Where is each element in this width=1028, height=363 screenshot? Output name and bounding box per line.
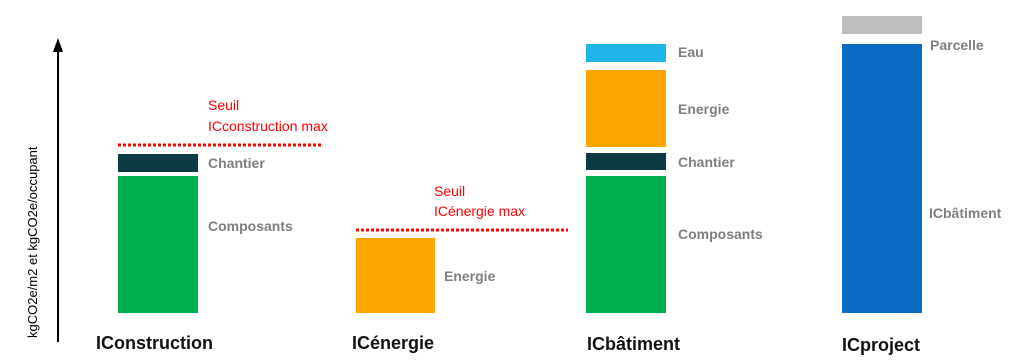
bar-icbatiment-eau (586, 44, 666, 62)
label-icbatiment-eau: Eau (678, 44, 704, 60)
threshold-label-icenergie-line2: ICénergie max (434, 203, 525, 219)
top-strip (0, 0, 1028, 10)
label-icbatiment-chantier: Chantier (678, 154, 735, 170)
label-iconstruction-composants: Composants (208, 218, 293, 234)
group-iconstruction: Seuil ICconstruction max Chantier Compos… (96, 97, 328, 353)
bar-icproject-icbatiment (842, 44, 922, 313)
title-icproject: ICproject (842, 335, 920, 355)
bar-icbatiment-composants (586, 176, 666, 313)
bar-iconstruction-composants (118, 176, 198, 313)
group-icbatiment: Eau Energie Chantier Composants ICbâtime… (586, 44, 763, 354)
label-iconstruction-chantier: Chantier (208, 155, 265, 171)
label-icbatiment-energie: Energie (678, 101, 730, 117)
title-iconstruction: IConstruction (96, 333, 213, 353)
label-icproject-parcelle: Parcelle (930, 37, 984, 53)
bar-icproject-parcelle (842, 16, 922, 34)
bar-icbatiment-energie (586, 70, 666, 147)
threshold-label-iconstruction-line2: ICconstruction max (208, 118, 328, 134)
title-icenergie: ICénergie (352, 333, 434, 353)
y-axis: kgCO2e/m2 et kgCO2e/occupant (25, 38, 63, 342)
threshold-label-icenergie-line1: Seuil (434, 183, 465, 199)
label-icenergie-energie: Energie (444, 268, 496, 284)
bar-icenergie-energie (356, 238, 435, 313)
group-icenergie: Seuil ICénergie max Energie ICénergie (352, 183, 568, 353)
bar-iconstruction-chantier (118, 154, 198, 172)
label-icbatiment-composants: Composants (678, 226, 763, 242)
label-icproject-icbatiment: ICbâtiment (929, 205, 1002, 221)
threshold-label-iconstruction-line1: Seuil (208, 97, 239, 113)
y-axis-label: kgCO2e/m2 et kgCO2e/occupant (25, 146, 40, 338)
y-axis-arrow-icon (53, 38, 63, 52)
bar-icbatiment-chantier (586, 153, 666, 170)
group-icproject: Parcelle ICbâtiment ICproject (842, 16, 1002, 355)
title-icbatiment: ICbâtiment (587, 334, 680, 354)
